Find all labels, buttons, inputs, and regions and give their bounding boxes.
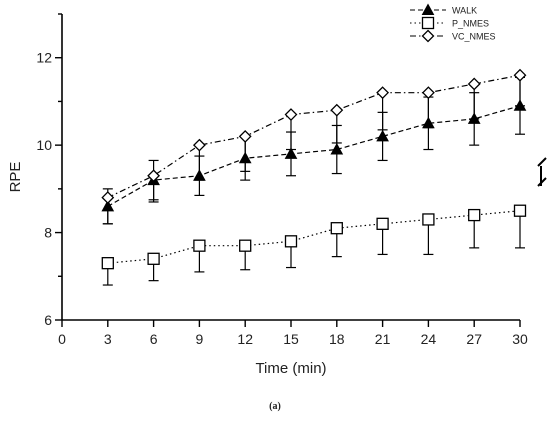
data-point xyxy=(422,213,435,226)
legend-marker xyxy=(421,29,435,43)
series-line xyxy=(107,105,521,207)
data-point xyxy=(513,68,527,82)
x-tick-label: 18 xyxy=(329,331,345,347)
series-line xyxy=(107,210,521,264)
x-tick-label: 0 xyxy=(58,331,66,347)
data-point xyxy=(376,86,390,100)
y-tick-label: 10 xyxy=(36,137,52,153)
legend-marker xyxy=(421,3,435,15)
legend-label: P_NMES xyxy=(452,19,489,29)
x-tick-label: 24 xyxy=(421,331,437,347)
figure-caption: (a) xyxy=(269,401,281,412)
data-point xyxy=(284,147,298,159)
x-tick-label: 9 xyxy=(196,331,204,347)
x-tick-label: 27 xyxy=(466,331,482,347)
series-p-nmes xyxy=(101,204,527,286)
data-point xyxy=(238,129,252,143)
legend-item: WALK xyxy=(410,3,477,16)
data-point xyxy=(376,129,389,142)
data-point xyxy=(239,239,252,252)
legend-label: WALK xyxy=(452,6,477,16)
y-tick-label: 12 xyxy=(36,50,52,66)
data-point xyxy=(421,86,435,100)
x-axis-title: Time (min) xyxy=(255,360,326,377)
data-point xyxy=(330,103,344,117)
x-tick-label: 12 xyxy=(237,331,253,347)
legend-item: VC_NMES xyxy=(410,29,496,43)
y-axis-title: RPE xyxy=(7,162,24,193)
legend-marker xyxy=(421,16,435,30)
x-tick-label: 3 xyxy=(104,331,112,347)
series-walk xyxy=(101,76,527,225)
data-point xyxy=(101,257,114,270)
y-tick-label: 6 xyxy=(44,312,52,328)
data-point xyxy=(193,239,206,252)
y-tick-label: 8 xyxy=(44,225,52,241)
axis-break-mark xyxy=(537,157,547,187)
data-point xyxy=(147,169,161,183)
x-tick-label: 21 xyxy=(375,331,391,347)
data-point xyxy=(330,222,343,235)
series-layer xyxy=(101,68,527,286)
legend: WALK P_NMES VC_NMES xyxy=(410,3,496,43)
data-point xyxy=(376,217,389,230)
x-tick-label: 30 xyxy=(512,331,528,347)
legend-label: VC_NMES xyxy=(452,32,496,42)
axes: 6 8 10 12 0 3 6 9 12 15 18 21 24 27 30 xyxy=(36,13,528,347)
x-tick-label: 15 xyxy=(283,331,299,347)
data-point xyxy=(330,142,344,155)
legend-item: P_NMES xyxy=(410,16,489,30)
x-tick-label: 6 xyxy=(150,331,158,347)
data-point xyxy=(284,108,298,121)
data-point xyxy=(147,252,160,265)
data-point xyxy=(101,191,115,205)
series-vc-nmes xyxy=(101,68,527,225)
data-point xyxy=(467,77,481,91)
data-point xyxy=(513,204,527,217)
data-point xyxy=(468,208,481,222)
data-point xyxy=(192,138,206,152)
series-line xyxy=(107,74,521,199)
data-point xyxy=(284,235,298,248)
